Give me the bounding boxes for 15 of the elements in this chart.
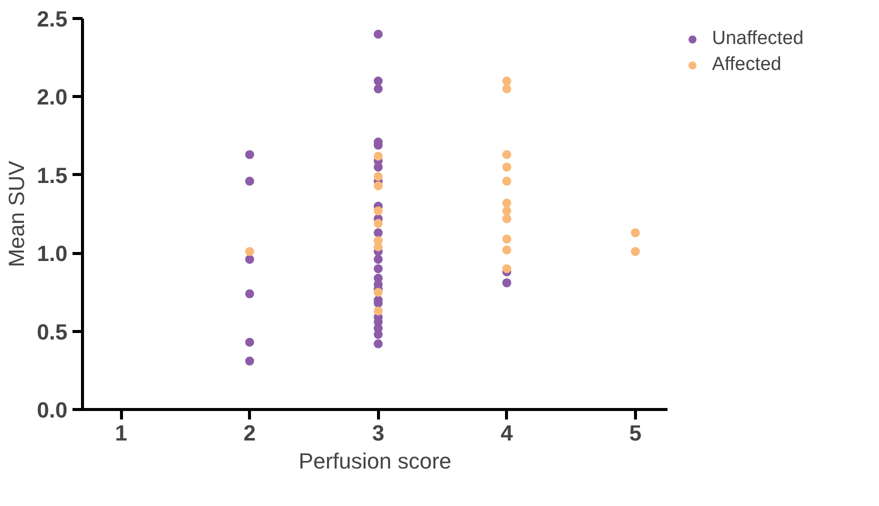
y-tick-label: 2.0 (36, 84, 68, 110)
x-tick-label: 1 (114, 420, 128, 446)
y-axis-title: Mean SUV (4, 160, 29, 268)
legend-label: Affected (712, 54, 782, 76)
x-tick-label: 5 (629, 420, 642, 446)
x-axis-title: Perfusion score (298, 448, 452, 474)
y-tick-label: 1.0 (36, 241, 68, 266)
y-tick-label: 1.5 (36, 162, 68, 188)
x-tick-label: 2 (244, 420, 256, 446)
y-tick-label: 0.0 (36, 398, 68, 422)
y-tick-label: 0.5 (36, 319, 68, 344)
x-tick-label: 3 (372, 420, 384, 446)
y-tick-label: 2.5 (36, 6, 68, 32)
x-tick-label: 4 (500, 420, 514, 446)
legend-label: Unaffected (712, 28, 804, 50)
